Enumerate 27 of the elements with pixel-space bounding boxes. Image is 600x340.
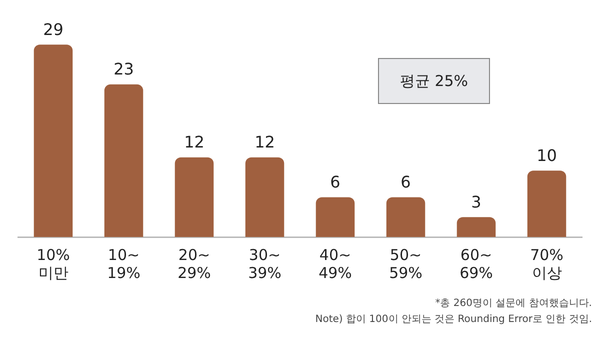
bar — [245, 157, 284, 237]
data-label: 29 — [43, 20, 64, 39]
data-label: 6 — [330, 172, 340, 192]
x-tick-label: 50~ 59% — [389, 246, 422, 282]
data-label: 23 — [114, 60, 134, 79]
annotation: 평균 25% — [378, 58, 490, 104]
bar — [386, 197, 426, 237]
data-label: 12 — [254, 132, 275, 152]
text: *총 260명이 설문에 참여했습니다. — [434, 297, 592, 311]
x-tick-label: 40~ 49% — [318, 246, 352, 282]
x-tick-label: 30~ 39% — [248, 246, 282, 282]
text: Note) 합이 100이 안되는 것은 Rounding Error로 인한 것임. — [315, 313, 592, 327]
x-tick-label: 70% 이상 — [530, 246, 564, 282]
bar — [527, 170, 566, 237]
bar — [316, 197, 355, 237]
bar — [34, 44, 73, 237]
x-tick-label: 60~ 69% — [460, 246, 493, 282]
bar — [456, 217, 496, 237]
data-label: 10 — [536, 146, 557, 165]
x-tick-label: 10~ 19% — [107, 246, 140, 282]
data-label: 3 — [471, 192, 482, 212]
data-label: 6 — [400, 172, 411, 192]
x-tick-label: 10% 미만 — [36, 246, 70, 282]
bar — [174, 157, 214, 237]
bar — [104, 84, 144, 237]
x-tick-label: 20~ 29% — [178, 246, 211, 282]
data-label: 12 — [184, 132, 204, 152]
